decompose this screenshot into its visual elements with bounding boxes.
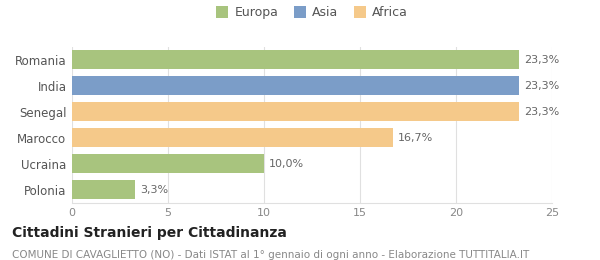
Bar <box>72 154 264 173</box>
Text: 23,3%: 23,3% <box>524 55 559 65</box>
Bar <box>72 50 520 69</box>
Text: 16,7%: 16,7% <box>397 133 433 143</box>
Bar <box>72 180 136 199</box>
Text: Cittadini Stranieri per Cittadinanza: Cittadini Stranieri per Cittadinanza <box>12 226 287 240</box>
Text: COMUNE DI CAVAGLIETTO (NO) - Dati ISTAT al 1° gennaio di ogni anno - Elaborazion: COMUNE DI CAVAGLIETTO (NO) - Dati ISTAT … <box>12 250 529 259</box>
Bar <box>72 102 520 121</box>
Text: 23,3%: 23,3% <box>524 81 559 91</box>
Text: 10,0%: 10,0% <box>269 159 304 169</box>
Text: 3,3%: 3,3% <box>140 185 168 195</box>
Text: 23,3%: 23,3% <box>524 107 559 117</box>
Legend: Europa, Asia, Africa: Europa, Asia, Africa <box>216 6 408 19</box>
Bar <box>72 76 520 95</box>
Bar <box>72 128 392 147</box>
